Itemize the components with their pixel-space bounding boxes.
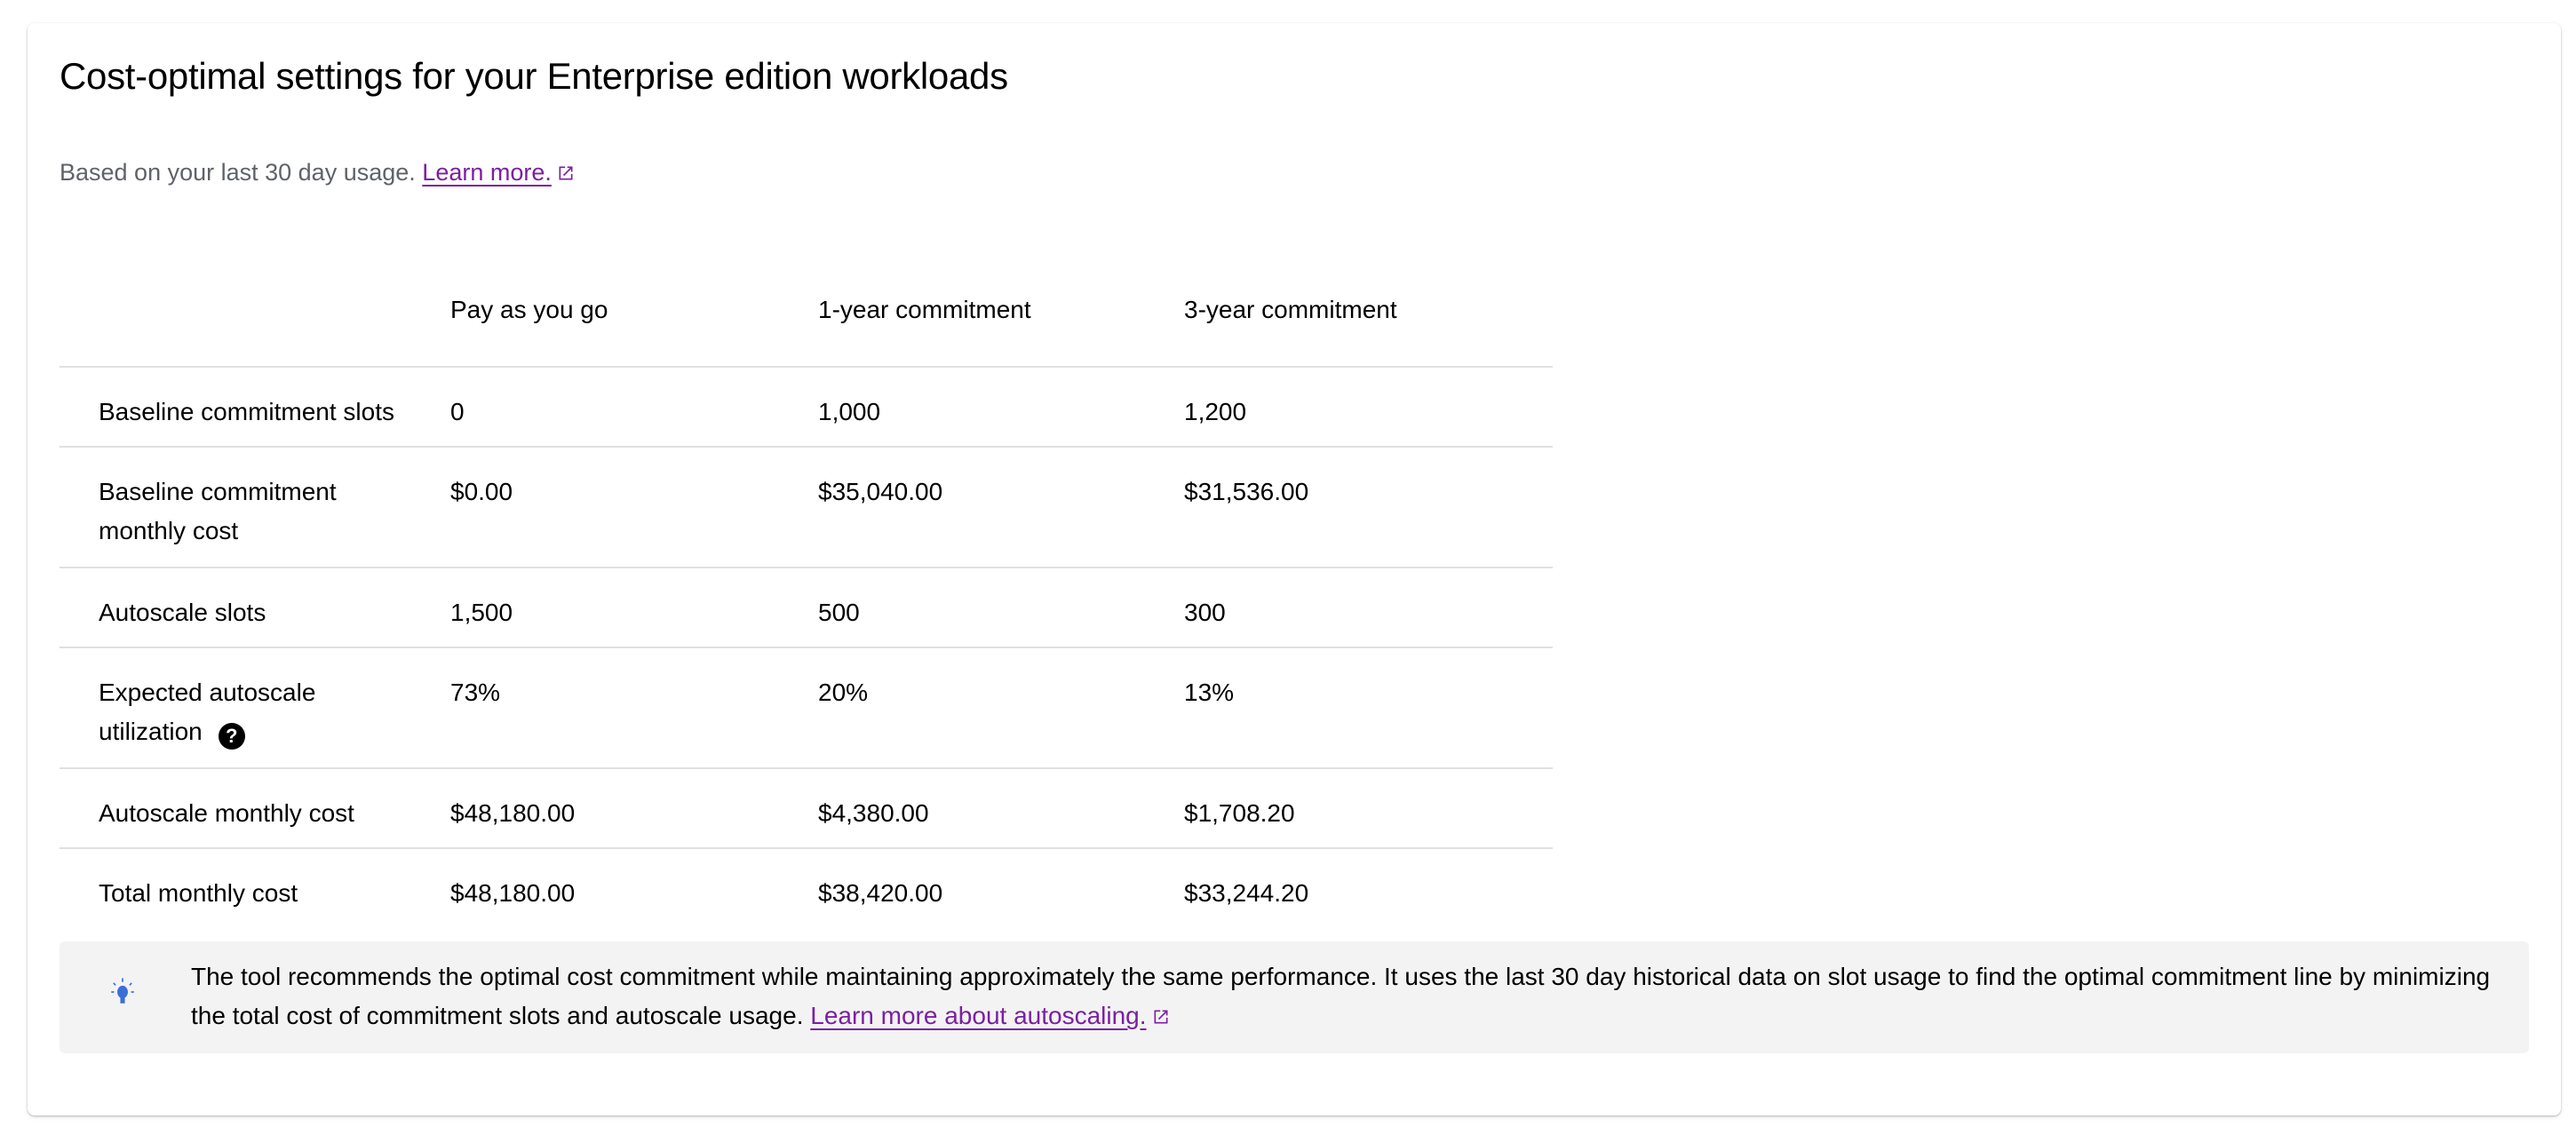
cell: $31,536.00 [1184,447,1553,568]
lightbulb-icon [111,978,134,1004]
cell: $0.00 [450,447,818,568]
row-label: Baseline commitment monthly cost [60,447,450,568]
cell: 1,000 [818,367,1184,448]
subtitle-text: Based on your last 30 day usage. [60,159,416,186]
row-label-text: Baseline commitment monthly cost [99,478,337,544]
cell: 500 [818,568,1184,648]
open-in-new-icon[interactable] [557,164,575,182]
learn-more-autoscaling-label: Learn more about autoscaling. [810,1002,1147,1029]
card-title: Cost-optimal settings for your Enterpris… [60,55,1008,97]
table-row: Autoscale slots 1,500 500 300 [60,568,1553,648]
row-label-text: Expected autoscale utilization [99,679,316,745]
table-row: Autoscale monthly cost $48,180.00 $4,380… [60,768,1553,849]
column-header-1-year: 1-year commitment [818,254,1184,368]
help-icon[interactable]: ? [218,723,245,750]
cell: 0 [450,367,818,448]
cell: 1,200 [1184,367,1553,448]
cell: $38,420.00 [818,879,943,907]
cell: 300 [1184,568,1553,648]
row-label: Autoscale slots [60,568,450,648]
cell: $35,040.00 [818,447,1184,568]
table-header-row: Pay as you go 1-year commitment 3-year c… [60,254,1553,368]
learn-more-label: Learn more. [422,159,552,186]
cell: $48,180.00 [450,768,818,849]
table-row: Baseline commitment slots 0 1,000 1,200 [60,367,1553,448]
column-header-empty [60,254,450,368]
cell: 20% [818,647,1184,769]
card-subtitle: Based on your last 30 day usage. Learn m… [60,159,575,187]
row-label: Expected autoscale utilization? [60,647,450,769]
cell: $1,708.20 [1184,768,1553,849]
learn-more-link[interactable]: Learn more. [422,159,552,186]
recommendation-info-box: The tool recommends the optimal cost com… [60,941,2529,1053]
cell: $4,380.00 [818,768,1184,849]
info-body: The tool recommends the optimal cost com… [191,963,2491,1029]
open-in-new-icon[interactable] [1152,1008,1170,1026]
cell: 73% [450,647,818,769]
learn-more-autoscaling-link[interactable]: Learn more about autoscaling. [810,1002,1146,1029]
table-row: Total monthly cost $48,180.00 $38,420.00… [60,848,1553,927]
row-label: Baseline commitment slots [60,367,450,448]
row-label: Autoscale monthly cost [60,768,450,849]
cost-optimal-settings-card: Cost-optimal settings for your Enterpris… [28,23,2561,1115]
cell: 13% [1184,647,1553,769]
cell: $48,180.00 [450,879,576,907]
column-header-3-year: 3-year commitment [1184,254,1553,368]
info-text: The tool recommends the optimal cost com… [191,957,2500,1036]
table-row: Expected autoscale utilization? 73% 20% … [60,647,1553,769]
cell: 1,500 [450,568,818,648]
cell: $33,244.20 [1184,879,1309,907]
table-row: Baseline commitment monthly cost $0.00 $… [60,447,1553,568]
cost-comparison-table: Pay as you go 1-year commitment 3-year c… [60,254,1553,927]
row-label: Total monthly cost [99,879,298,907]
column-header-pay-as-you-go: Pay as you go [450,254,818,368]
